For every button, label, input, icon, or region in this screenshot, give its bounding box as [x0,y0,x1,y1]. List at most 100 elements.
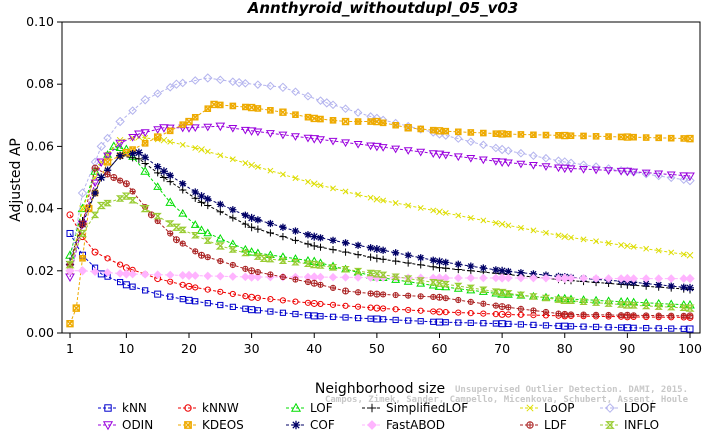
inflo-marker [328,264,338,271]
lof-point [497,289,507,298]
loop-point [198,146,205,153]
cof-marker [103,166,112,174]
fastabod-point [560,273,570,283]
kdeos-marker [379,119,387,127]
ldof-marker [479,140,488,150]
kdeos-point [435,127,444,135]
fastabod-marker [554,273,563,283]
ldof-marker [303,91,313,101]
knn-marker [354,314,362,322]
simplifiedlof-marker [254,225,262,233]
cof-point [116,151,125,160]
cof-marker [241,211,249,219]
knn-marker [392,316,399,324]
knnw-marker [117,261,124,268]
ldof-marker [128,106,137,115]
inflo-point [259,254,269,263]
x-tick-label: 40 [306,341,322,356]
ldof-marker [215,75,225,85]
ldf-marker [267,271,274,278]
kdeos-marker [429,126,437,134]
ldf-marker [242,265,249,272]
credit-note: Unsupervised Outlier Detection. DAMI, 20… [325,384,689,405]
inflo-point [65,260,75,269]
cof-marker [667,282,675,290]
simplifiedlof-marker [216,208,224,216]
knn-marker [643,324,650,332]
simplifiedlof-marker [166,178,174,186]
kdeos-marker [467,129,475,136]
ldf-point [79,220,87,228]
legend-swatch-marker [367,403,377,413]
ldof-marker [579,160,588,170]
fastabod-marker [128,269,137,279]
knn-marker [542,322,550,329]
knn-marker [417,318,424,325]
kdeos-marker [304,113,312,121]
legend-label: COF [310,418,335,432]
knnw-marker [217,288,224,295]
kdeos-marker [567,132,575,139]
odin-marker [428,150,438,158]
knn-marker [142,287,149,294]
odin-marker [353,140,363,149]
odin-point [159,124,169,133]
fastabod-marker [241,272,250,282]
loop-marker [192,145,199,151]
knnw-marker [430,308,437,315]
knn-marker [129,283,136,290]
odin-marker [128,133,138,142]
ldof-marker [566,158,576,168]
simplifiedlof-marker [392,257,400,265]
y-tick-label: 0.00 [26,325,54,340]
simplifiedlof-point [247,223,256,232]
knnw-marker [254,294,261,301]
ldf-marker [455,296,462,304]
ldf-marker [405,292,412,299]
inflo-marker [566,297,576,305]
loop-marker [568,234,574,241]
ldf-marker [104,171,111,178]
loop-marker [330,185,336,192]
simplifiedlof-marker [229,214,237,222]
odin-marker [478,156,488,165]
inflo-marker [166,220,175,227]
kdeos-marker [141,139,149,147]
inflo-marker [404,275,413,282]
lof-marker [190,220,200,228]
ldf-marker [179,240,186,247]
cof-marker [479,264,487,272]
knn-marker [167,293,174,300]
inflo-marker [366,269,375,277]
knnw-marker [292,298,299,305]
knnw-point [435,308,443,316]
lof-point [77,203,88,213]
legend-item-lof: LOF [286,401,333,415]
fastabod-marker [190,271,200,280]
knn-marker [442,319,449,326]
kdeos-marker [217,101,224,109]
knnw-marker [367,304,374,311]
odin-marker [654,170,664,179]
x-tick-label: 20 [181,341,197,356]
ldof-point [140,95,150,105]
inflo-marker [391,273,400,280]
simplifiedlof-marker [141,159,149,168]
y-tick-label: 0.04 [26,201,54,216]
cof-marker [354,241,362,249]
odin-marker [341,139,351,148]
kdeos-marker [505,130,512,138]
inflo-point [560,296,570,304]
kdeos-marker [530,131,537,139]
ldf-point [122,180,130,188]
lof-point [196,225,207,234]
fastabod-marker [641,274,651,283]
kdeos-marker [592,132,600,140]
kdeos-point [103,158,112,166]
ldf-marker [129,188,136,195]
simplifiedlof-marker [304,240,312,248]
ldof-point [77,188,88,198]
knn-point [498,320,506,328]
knnw-marker [417,307,424,314]
knn-marker [467,319,474,326]
